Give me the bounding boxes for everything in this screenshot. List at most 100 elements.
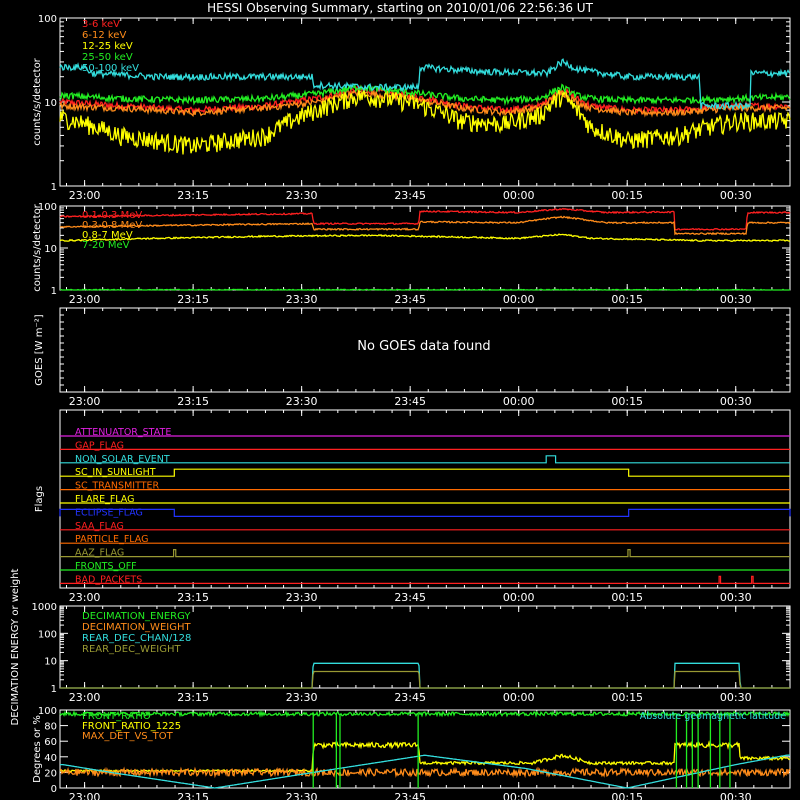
time-tick-label: 00:30 [720, 591, 752, 604]
time-tick-label: 00:00 [503, 591, 535, 604]
time-tick-label: 23:30 [286, 395, 318, 408]
flag-label: BAD_PACKETS [75, 574, 142, 585]
legend-entry: DECIMATION_ENERGY [82, 611, 191, 622]
time-tick-label: 23:15 [177, 591, 209, 604]
y-tick-label: 80 [44, 722, 57, 733]
legend-entry: REAR_DEC_WEIGHT [82, 644, 181, 655]
y-tick-label: 100 [38, 14, 57, 25]
y-tick-label: 1 [51, 684, 57, 695]
time-tick-label: 00:30 [720, 395, 752, 408]
time-tick-label: 23:30 [286, 791, 318, 800]
time-tick-label: 23:45 [394, 691, 426, 704]
flag-line [60, 575, 790, 584]
y-axis-label: counts/s/detector [32, 203, 43, 291]
legend-entry: 6-12 keV [82, 30, 126, 41]
y-axis-label: GOES [W m⁻²] [34, 314, 45, 385]
time-tick-label: 00:00 [503, 395, 535, 408]
legend-entry: 50-100 keV [82, 63, 139, 74]
time-tick-label: 00:00 [503, 791, 535, 800]
time-tick-label: 23:00 [69, 293, 101, 306]
y-tick-label: 40 [44, 753, 57, 764]
flag-label: NON_SOLAR_EVENT [75, 454, 170, 465]
y-tick-label: 20 [44, 768, 57, 779]
time-tick-label: 23:45 [394, 395, 426, 408]
chart-title: HESSI Observing Summary, starting on 201… [207, 1, 593, 15]
series-line-p1-1 [59, 215, 791, 236]
legend-entry: 0.8-7 MeV [82, 230, 133, 241]
series-line-p4-2 [60, 662, 790, 689]
legend-entry: DECIMATION_WEIGHT [82, 622, 191, 633]
time-tick-label: 23:00 [69, 791, 101, 800]
legend-entry: 3-6 keV [82, 19, 120, 30]
time-tick-label: 23:45 [394, 591, 426, 604]
legend-entry: 0.1-0.3 MeV [82, 210, 142, 221]
panel-frame-3 [59, 409, 791, 589]
flag-label: PARTICLE_FLAG [75, 534, 148, 545]
time-tick-label: 00:00 [503, 293, 535, 306]
series-line-p0-4 [59, 58, 791, 112]
legend-entry: FRONT_RATIO_1225 [82, 721, 181, 732]
series-line-p1-3 [59, 288, 791, 291]
flag-line [60, 468, 790, 477]
y-tick-label: 1000 [32, 602, 57, 613]
legend-entry: 25-50 keV [82, 52, 133, 63]
time-tick-label: 23:15 [177, 189, 209, 202]
legend-entry: FRONT_RATIO [82, 711, 151, 722]
time-tick-label: 23:45 [394, 791, 426, 800]
flag-line [60, 549, 790, 558]
time-tick-label: 00:15 [611, 395, 643, 408]
flag-label: FRONTS_OFF [75, 561, 137, 572]
flag-label: SC_TRANSMITTER [75, 481, 160, 492]
legend-entry: 0.3-0.8 MeV [82, 220, 142, 231]
y-tick-label: 100 [38, 629, 57, 640]
time-tick-label: 23:15 [177, 791, 209, 800]
panel-frame-5 [59, 709, 791, 789]
y-tick-label: 1 [51, 182, 57, 193]
flag-label: ECLIPSE_FLAG [75, 507, 143, 518]
series-line-p5-0 [59, 709, 791, 718]
legend-entry: MAX_DET_VS_TOT [82, 731, 174, 742]
y-axis-label: counts/s/detector [32, 57, 43, 145]
time-tick-label: 00:15 [611, 691, 643, 704]
y-tick-label: 10 [44, 657, 57, 668]
y-axis-label: Degrees or % [32, 715, 43, 783]
time-tick-label: 00:15 [611, 293, 643, 306]
y-tick-label: 1 [51, 286, 57, 297]
y-tick-label: 100 [38, 706, 57, 717]
y-tick-label: 10 [44, 244, 57, 255]
legend-entry: 7-20 MeV [82, 240, 130, 251]
flag-label: ATTENUATOR_STATE [75, 427, 171, 438]
time-tick-label: 00:00 [503, 189, 535, 202]
time-tick-label: 23:30 [286, 189, 318, 202]
flag-line [59, 508, 791, 517]
panel-frame-1 [59, 205, 791, 291]
time-tick-label: 23:45 [394, 189, 426, 202]
series-line-p1-2 [59, 233, 791, 243]
time-tick-label: 23:15 [177, 293, 209, 306]
time-tick-label: 23:30 [286, 691, 318, 704]
series-line-p0-2 [59, 88, 791, 155]
y-tick-label: 10 [44, 98, 57, 109]
time-tick-label: 23:30 [286, 591, 318, 604]
time-tick-label: 00:30 [720, 791, 752, 800]
time-tick-label: 23:00 [69, 395, 101, 408]
y-axis-label: DECIMATION ENERGY or weight [10, 568, 21, 725]
time-tick-label: 00:00 [503, 691, 535, 704]
time-tick-label: 23:30 [286, 293, 318, 306]
y-axis-label: Flags [34, 486, 45, 512]
flag-label: FLARE_FLAG [75, 494, 135, 505]
flag-label: SC_IN_SUNLIGHT [75, 467, 156, 478]
legend-entry: REAR_DEC_CHAN/128 [82, 633, 191, 644]
series-line-p5-2 [59, 766, 791, 779]
time-tick-label: 23:15 [177, 691, 209, 704]
flag-label: SAA_FLAG [75, 521, 124, 532]
legend-entry: 12-25 keV [82, 41, 133, 52]
time-tick-label: 00:30 [720, 293, 752, 306]
series-line-p4-3 [60, 670, 790, 689]
y-tick-label: 100 [38, 202, 57, 213]
flag-label: GAP_FLAG [75, 440, 124, 451]
time-tick-label: 23:45 [394, 293, 426, 306]
time-tick-label: 00:15 [611, 791, 643, 800]
series-line-p5-1 [59, 740, 791, 774]
